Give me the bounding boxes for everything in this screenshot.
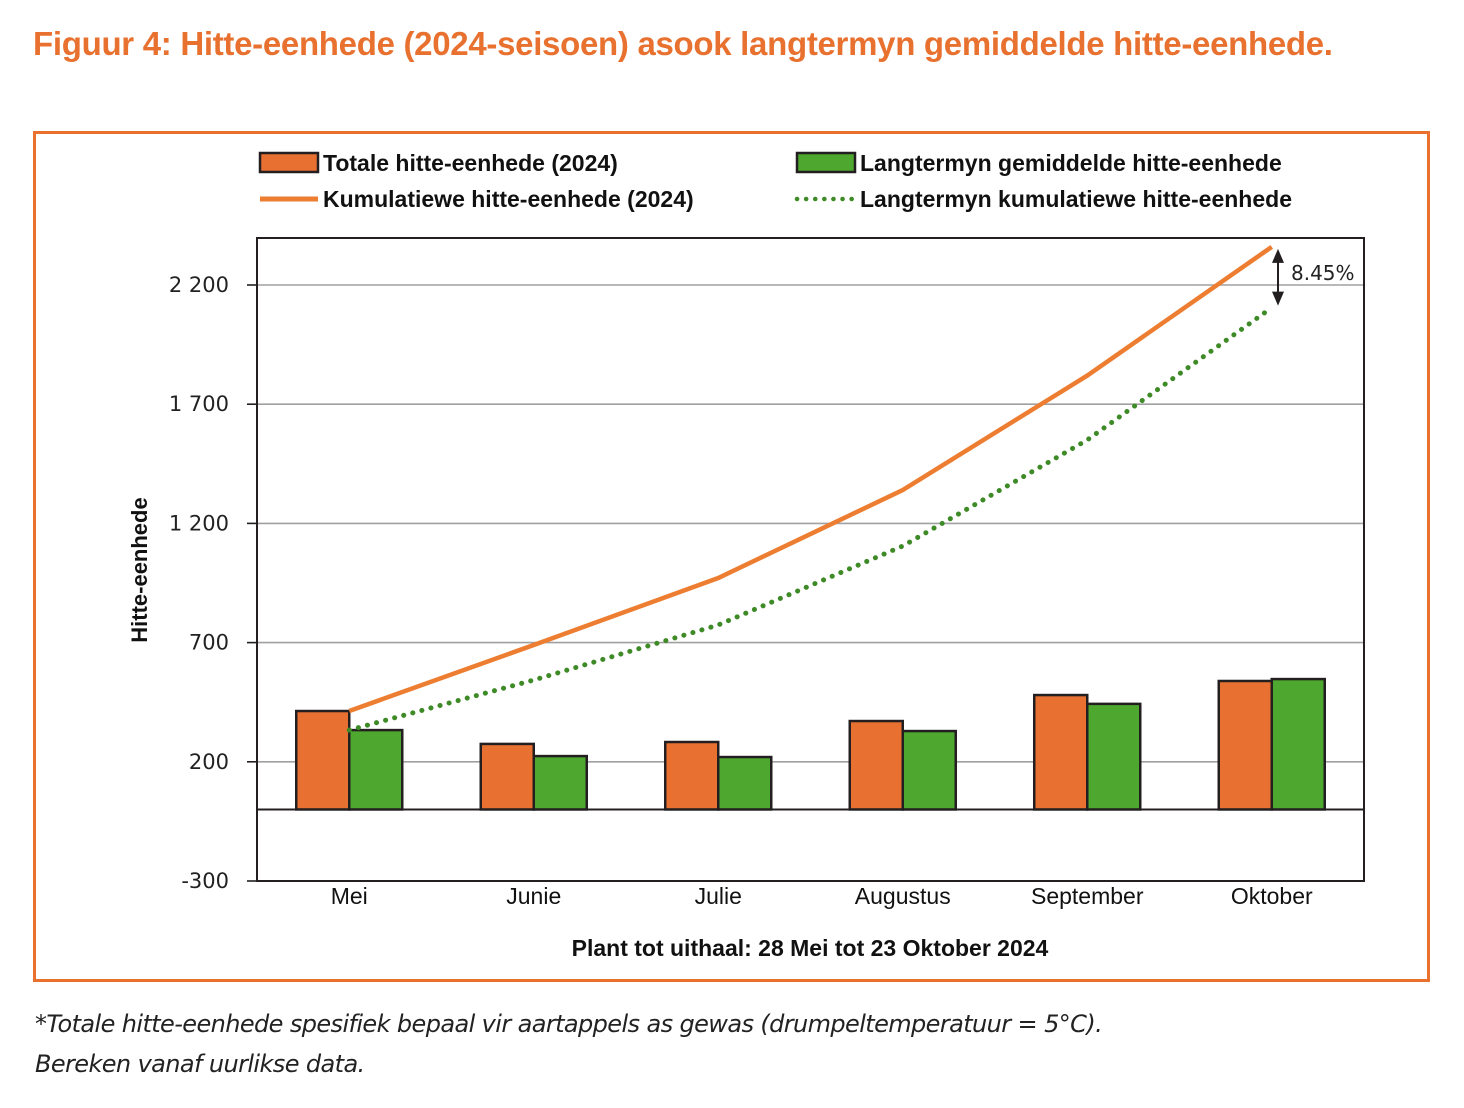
x-category-label: Oktober — [1231, 883, 1313, 909]
x-axis-categories: Mei Junie Julie Augustus September Oktober — [331, 883, 1313, 909]
y-tick-label: 1 700 — [169, 392, 229, 416]
footnote-line-2: Bereken vanaf uurlikse data. — [35, 1050, 365, 1078]
bar-longterm — [1270, 677, 1326, 811]
arrow-down-icon — [1272, 291, 1284, 306]
x-category-label: Augustus — [855, 883, 951, 909]
bar-longterm — [348, 728, 404, 811]
annotation-label: 8.45% — [1291, 261, 1355, 285]
bar-longterm — [1086, 702, 1142, 811]
bar-longterm — [532, 754, 588, 811]
legend-label-line-2024: Kumulatiewe hitte-eenhede (2024) — [323, 186, 694, 212]
figure-title: Figuur 4: Hitte-eenhede (2024-seisoen) a… — [33, 25, 1333, 62]
gridlines — [257, 284, 1364, 763]
y-tick-label: 1 200 — [169, 511, 229, 535]
y-tick-label: 700 — [189, 631, 229, 655]
annotation-difference: 8.45% — [1272, 248, 1355, 306]
bar-longterm — [717, 755, 773, 811]
bar-2024 — [664, 740, 720, 811]
arrow-up-icon — [1272, 248, 1284, 263]
legend-label-line-longterm: Langtermyn kumulatiewe hitte-eenhede — [860, 186, 1292, 212]
legend: Totale hitte-eenhede (2024) Langtermyn g… — [258, 150, 1292, 212]
bar-2024 — [479, 742, 535, 811]
cumulative-lines — [346, 245, 1275, 733]
x-category-label: September — [1031, 883, 1144, 909]
y-tick-label: -300 — [181, 869, 229, 893]
bar-2024 — [295, 709, 351, 811]
line-cumulative-2024 — [348, 245, 1274, 714]
bar-2024 — [848, 719, 904, 811]
y-axis-title: Hitte-eenhede — [127, 497, 152, 642]
bars — [295, 677, 1326, 811]
bar-longterm — [901, 729, 957, 811]
legend-swatch-bar-longterm — [795, 151, 857, 174]
bar-2024 — [1033, 693, 1089, 811]
x-axis-title: Plant tot uithaal: 28 Mei tot 23 Oktober… — [572, 935, 1049, 961]
x-category-label: Junie — [506, 883, 561, 909]
y-axis-ticks: -300 200 700 1 200 1 700 2 200 — [169, 273, 257, 893]
y-tick-label: 200 — [189, 750, 229, 774]
bar-2024 — [1217, 679, 1273, 811]
legend-label-bar-longterm: Langtermyn gemiddelde hitte-eenhede — [860, 150, 1282, 176]
x-category-label: Julie — [695, 883, 742, 909]
line-cumulative-longterm — [346, 305, 1275, 733]
plot-area-border — [256, 237, 1365, 882]
footnote: *Totale hitte-eenhede spesifiek bepaal v… — [35, 1004, 1455, 1084]
footnote-line-1: *Totale hitte-eenhede spesifiek bepaal v… — [35, 1010, 1103, 1038]
legend-label-bar-2024: Totale hitte-eenhede (2024) — [323, 150, 618, 176]
chart-frame — [33, 131, 1430, 982]
legend-swatch-bar-2024 — [258, 151, 320, 174]
x-category-label: Mei — [331, 883, 368, 909]
y-tick-label: 2 200 — [169, 273, 229, 297]
